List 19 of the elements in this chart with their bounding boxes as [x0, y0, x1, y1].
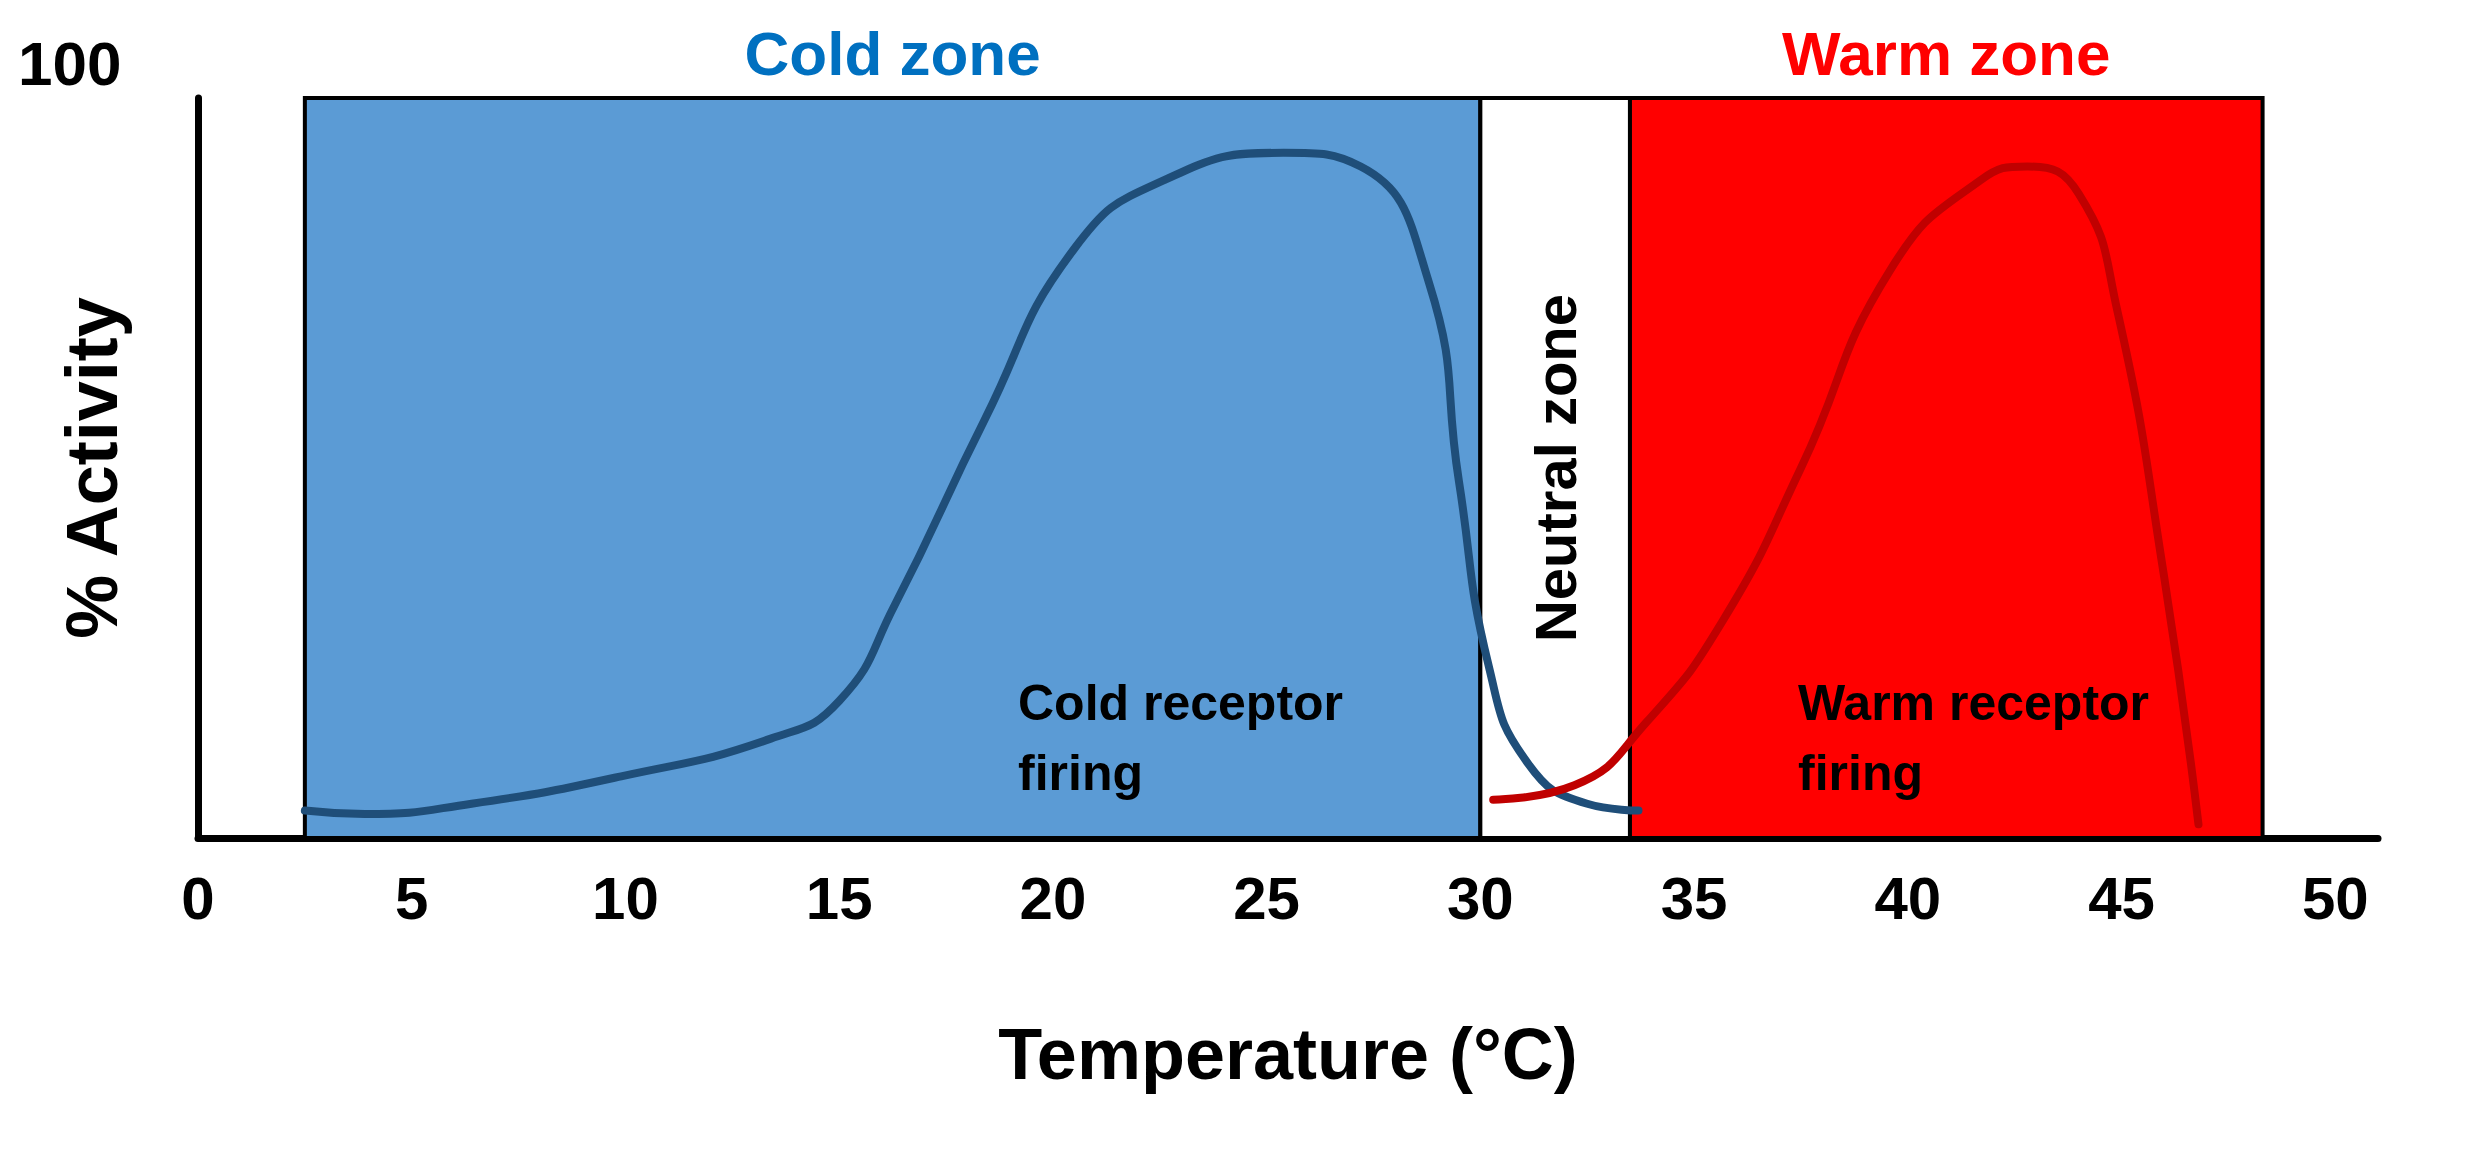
x-tick-label: 20	[1019, 864, 1087, 932]
x-tick-label: 10	[592, 864, 659, 932]
x-tick-label: 30	[1446, 864, 1514, 932]
x-tick-label: 50	[2301, 864, 2369, 932]
x-tick-label: 40	[1874, 864, 1942, 932]
x-tick-label: 35	[1660, 864, 1728, 932]
x-tick-label: 5	[395, 864, 429, 932]
band-label: Warm zone	[1782, 18, 2111, 88]
x-axis-title: Temperature (°C)	[998, 1014, 1578, 1094]
x-tick-label: 45	[2088, 864, 2155, 932]
text: 100	[18, 28, 122, 98]
band-label: Neutral zone	[1522, 293, 1588, 643]
annotation: Cold receptor firing	[1018, 675, 1344, 801]
x-tick-label: 0	[181, 864, 215, 932]
band-label: Cold zone	[744, 18, 1041, 88]
annotation: Warm receptor firing	[1798, 675, 2150, 801]
y-axis-title: % Activity	[52, 297, 132, 639]
x-tick-label: 25	[1233, 864, 1300, 932]
x-tick-label: 15	[805, 864, 873, 932]
